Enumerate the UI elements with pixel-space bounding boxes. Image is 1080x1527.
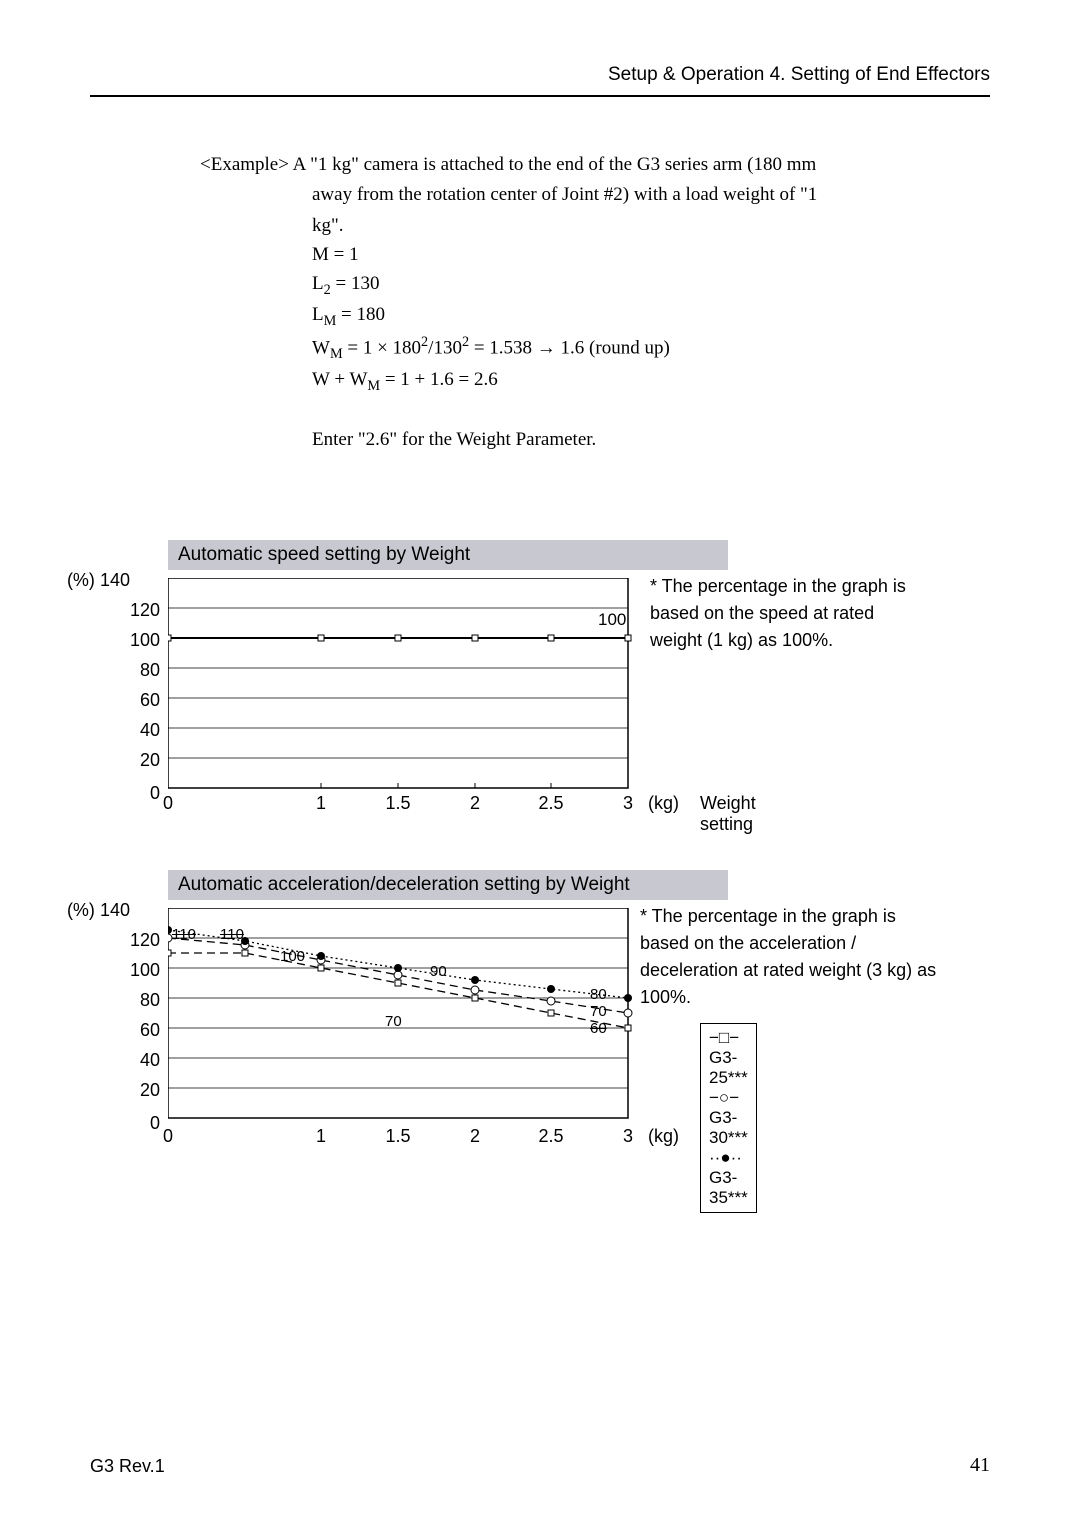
- chart2-x2.5: 2.5: [536, 1126, 566, 1147]
- chart1-xlabel: Weight setting: [700, 793, 756, 835]
- chart2-y20: 20: [90, 1080, 160, 1101]
- chart2-val70a: 70: [385, 1013, 402, 1030]
- chart1-x2.5: 2.5: [536, 793, 566, 814]
- chart2-x0: 0: [153, 1126, 183, 1147]
- example-line1: <Example> A "1 kg" camera is attached to…: [200, 150, 940, 180]
- chart1-y40: 40: [90, 720, 160, 741]
- math-wm: WM = 1 × 1802/1302 = 1.538 → 1.6 (round …: [312, 332, 940, 366]
- chart2-val90: 90: [430, 963, 447, 980]
- footer-right: 41: [970, 1454, 990, 1477]
- legend-g3-35: ··●·· G3-35***: [709, 1148, 748, 1208]
- example-line3: kg".: [312, 211, 940, 241]
- legend-g3-30: −○− G3-30***: [709, 1088, 748, 1148]
- chart2-val110a: 110: [172, 926, 196, 943]
- chart1-x1.5: 1.5: [383, 793, 413, 814]
- chart1-y120: 120: [90, 600, 160, 621]
- chart2-section: Automatic acceleration/deceleration sett…: [120, 870, 728, 1168]
- chart1-y60: 60: [90, 690, 160, 711]
- chart1-section: Automatic speed setting by Weight (%) 14…: [120, 540, 728, 828]
- chart1-x1: 1: [306, 793, 336, 814]
- chart2-y60: 60: [90, 1020, 160, 1041]
- chart1-y20: 20: [90, 750, 160, 771]
- enter-line: Enter "2.6" for the Weight Parameter.: [312, 425, 940, 455]
- math-lm: LM = 180: [312, 301, 940, 332]
- chart1-svg: [168, 578, 648, 798]
- chart1-series-label: 100: [598, 610, 626, 630]
- chart2-legend: −□− G3-25*** −○− G3-30*** ··●·· G3-35***: [700, 1023, 757, 1213]
- chart1-title: Automatic speed setting by Weight: [168, 540, 728, 570]
- chart1-y100: 100: [90, 630, 160, 651]
- math-l2: L2 = 130: [312, 270, 940, 301]
- chart1-y0: 0: [90, 783, 160, 804]
- chart1-x0: 0: [153, 793, 183, 814]
- chart1-y80: 80: [90, 660, 160, 681]
- chart2-val100: 100: [280, 948, 305, 965]
- math-m: M = 1: [312, 241, 940, 270]
- chart1-x3: 3: [613, 793, 643, 814]
- chart2-area: (%) 140 120 100 80 60 40 20 0: [120, 908, 728, 1168]
- chart2-y100: 100: [90, 960, 160, 981]
- chart2-x1: 1: [306, 1126, 336, 1147]
- chart1-area: (%) 140 120 100 80 60 40 20 0: [120, 578, 728, 828]
- chart2-y80: 80: [90, 990, 160, 1011]
- chart2-val110b: 110: [220, 926, 244, 943]
- chart2-val60: 60: [590, 1020, 607, 1037]
- chart1-xunit: (kg): [648, 793, 679, 814]
- example-line2: away from the rotation center of Joint #…: [312, 180, 940, 210]
- chart2-title: Automatic acceleration/deceleration sett…: [168, 870, 728, 900]
- chart2-yunit: (%) 140: [60, 900, 130, 921]
- footer-left: G3 Rev.1: [90, 1456, 165, 1477]
- chart2-xunit: (kg): [648, 1126, 679, 1147]
- chart2-y120: 120: [90, 930, 160, 951]
- chart2-y40: 40: [90, 1050, 160, 1071]
- chart2-x2: 2: [460, 1126, 490, 1147]
- chart1-x2: 2: [460, 793, 490, 814]
- chart2-val80: 80: [590, 986, 607, 1003]
- chart1-note: * The percentage in the graph is based o…: [650, 573, 930, 654]
- chart1-yunit: (%) 140: [60, 570, 130, 591]
- chart2-val70b: 70: [590, 1003, 607, 1020]
- chart2-x1.5: 1.5: [383, 1126, 413, 1147]
- math-wwm: W + WM = 1 + 1.6 = 2.6: [312, 366, 940, 397]
- example-block: <Example> A "1 kg" camera is attached to…: [200, 150, 940, 455]
- chart2-y0: 0: [90, 1113, 160, 1134]
- chart2-x3: 3: [613, 1126, 643, 1147]
- chart2-note: * The percentage in the graph is based o…: [640, 903, 940, 1011]
- legend-g3-25: −□− G3-25***: [709, 1028, 748, 1088]
- header-rule: [90, 95, 990, 97]
- page-header: Setup & Operation 4. Setting of End Effe…: [608, 64, 990, 86]
